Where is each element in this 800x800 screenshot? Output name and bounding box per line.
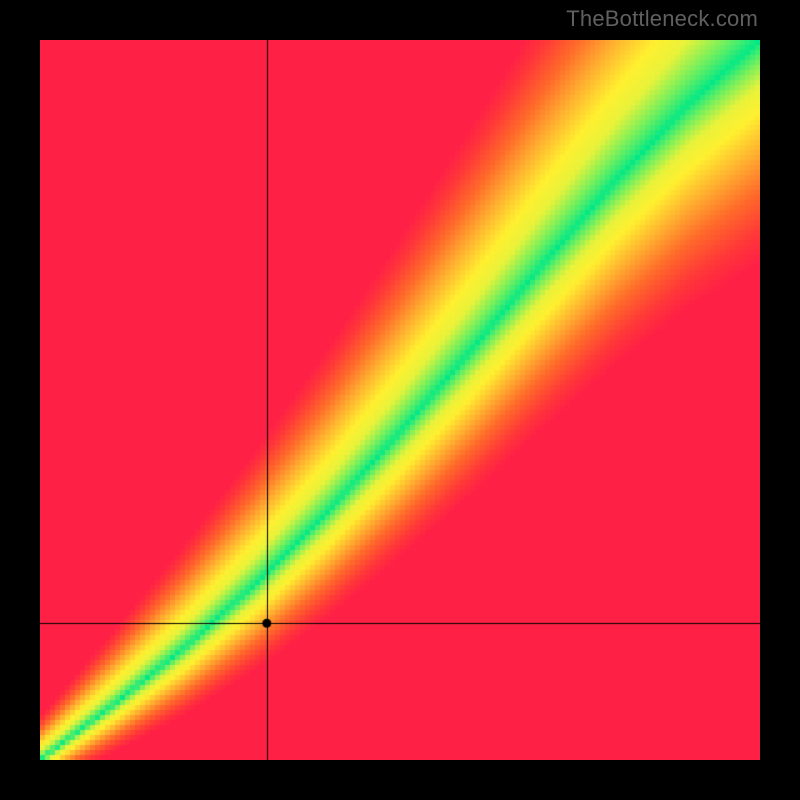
watermark-text: TheBottleneck.com xyxy=(566,6,758,32)
heatmap-canvas xyxy=(40,40,760,760)
heatmap-plot xyxy=(40,40,760,760)
